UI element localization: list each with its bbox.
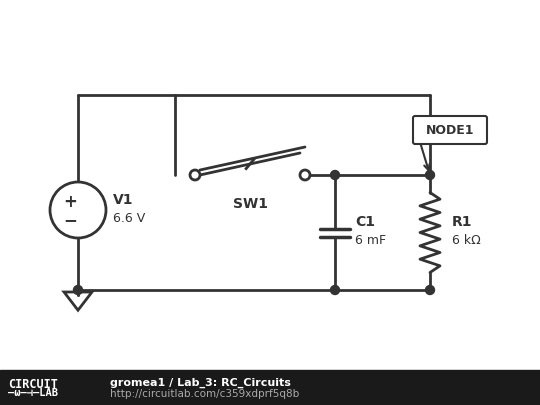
Text: R1: R1: [452, 215, 472, 230]
FancyBboxPatch shape: [413, 116, 487, 144]
Circle shape: [50, 182, 106, 238]
Text: NODE1: NODE1: [426, 124, 474, 136]
Text: SW1: SW1: [233, 197, 267, 211]
Text: C1: C1: [355, 215, 375, 230]
Text: V1: V1: [113, 193, 133, 207]
Circle shape: [190, 170, 200, 180]
Circle shape: [330, 171, 340, 179]
Circle shape: [330, 286, 340, 294]
Circle shape: [426, 171, 435, 179]
Text: CIRCUIT: CIRCUIT: [8, 378, 58, 391]
Text: 6 kΩ: 6 kΩ: [452, 234, 481, 247]
Text: gromea1 / Lab_3: RC_Circuits: gromea1 / Lab_3: RC_Circuits: [110, 378, 291, 388]
Circle shape: [300, 170, 310, 180]
Circle shape: [426, 286, 435, 294]
Text: http://circuitlab.com/c359xdprf5q8b: http://circuitlab.com/c359xdprf5q8b: [110, 389, 299, 399]
Bar: [0, 370, 540, 405]
Text: —ω—⊣—LAB: —ω—⊣—LAB: [8, 388, 58, 398]
Text: 6.6 V: 6.6 V: [113, 211, 145, 224]
Text: −: −: [63, 211, 77, 229]
Circle shape: [73, 286, 83, 294]
Text: 6 mF: 6 mF: [355, 234, 386, 247]
Text: +: +: [63, 193, 77, 211]
